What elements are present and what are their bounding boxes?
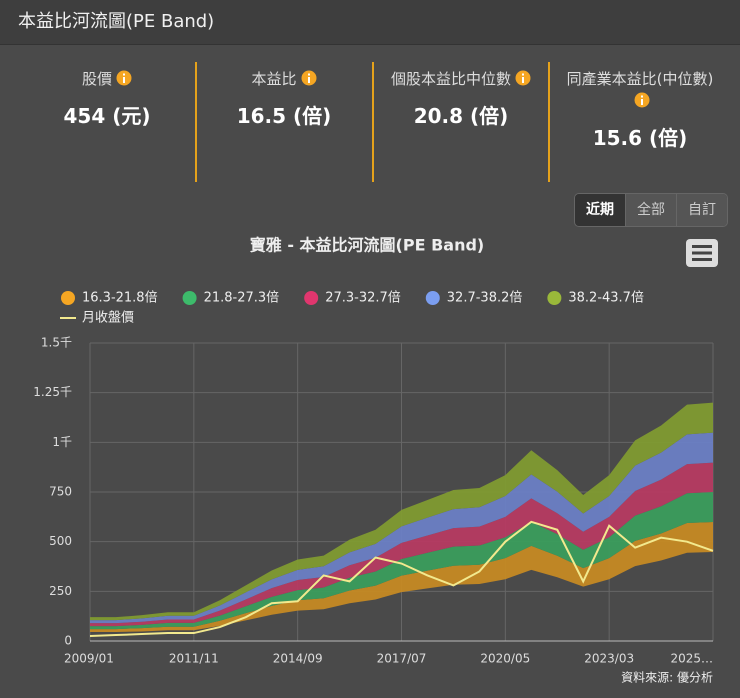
x-tick-label: 2014/09 [273, 652, 323, 666]
info-icon[interactable] [301, 70, 317, 86]
band-area [90, 402, 713, 621]
info-icon[interactable] [634, 92, 650, 108]
legend-label[interactable]: 16.3-21.8倍 [82, 291, 158, 306]
legend-symbol [425, 291, 440, 305]
stat-label: 同產業本益比(中位數) [566, 70, 714, 88]
x-tick-label: 2023/03 [584, 652, 634, 666]
x-tick-label: 2009/01 [64, 652, 114, 666]
legend-label[interactable]: 32.7-38.2倍 [447, 291, 523, 306]
stat-label-row: 股價 [27, 68, 187, 90]
y-tick-label: 250 [49, 584, 72, 598]
stat-value: 15.6 (倍) [592, 126, 688, 150]
source: 資料來源: 優分析 [621, 671, 713, 685]
band-area [90, 492, 713, 630]
y-tick-label: 1千 [52, 435, 72, 449]
stat-label: 股價 [81, 70, 112, 88]
stat-label-row: 個股本益比中位數 [381, 68, 541, 90]
range-buttons: 近期 全部 自訂 [574, 193, 728, 227]
range-button[interactable]: 全部 [625, 194, 676, 226]
legend-label[interactable]: 21.8-27.3倍 [204, 291, 280, 306]
price-line [89, 520, 714, 638]
stat-label-row: 本益比 [204, 68, 364, 90]
legend-label[interactable]: 38.2-43.7倍 [568, 291, 644, 306]
stat-label-row: 同產業本益比(中位數) [560, 68, 720, 112]
divider [372, 62, 374, 182]
x-tick-label: 2011/11 [169, 652, 219, 666]
stat-label: 本益比 [251, 70, 297, 88]
stat: 同產業本益比(中位數) 15.6 (倍) [560, 68, 720, 151]
stat: 個股本益比中位數 20.8 (倍) [381, 68, 541, 129]
legend-symbol [182, 291, 197, 305]
legend-label[interactable]: 27.3-32.7倍 [325, 291, 401, 306]
y-tick-label: 0 [64, 634, 72, 648]
stat-label: 個股本益比中位數 [390, 70, 511, 88]
menu-button[interactable] [686, 239, 718, 267]
header: 本益比河流圖(PE Band) [0, 0, 740, 45]
divider [195, 62, 197, 182]
header-title: 本益比河流圖(PE Band) [18, 11, 215, 32]
legend-symbol [547, 291, 562, 305]
stat: 本益比 16.5 (倍) [204, 68, 364, 129]
range-button[interactable]: 近期 [575, 194, 625, 226]
legend-symbol [304, 291, 319, 305]
info-icon[interactable] [515, 70, 531, 86]
stat-value: 16.5 (倍) [236, 104, 332, 128]
x-tick-label: 2017/07 [377, 652, 427, 666]
info-icon[interactable] [116, 70, 132, 86]
y-tick-label: 1.5千 [41, 336, 72, 350]
stat-value: 20.8 (倍) [413, 104, 509, 128]
x-tick-label: 2025… [670, 652, 713, 666]
divider [548, 62, 550, 182]
band-area [90, 521, 713, 633]
stat: 股價 454 (元) [27, 68, 187, 129]
y-tick-label: 1.25千 [33, 385, 72, 399]
range-button[interactable]: 自訂 [676, 194, 727, 226]
band-area [90, 462, 713, 627]
band-area [90, 432, 713, 624]
chart-title: 寶雅 - 本益比河流圖(PE Band) [250, 236, 484, 255]
stat-value: 454 (元) [63, 104, 151, 128]
y-tick-label: 750 [49, 485, 72, 499]
x-tick-label: 2020/05 [480, 652, 530, 666]
legend-symbol [61, 291, 75, 305]
legend-label[interactable]: 月收盤價 [82, 311, 134, 326]
y-tick-label: 500 [49, 534, 72, 548]
